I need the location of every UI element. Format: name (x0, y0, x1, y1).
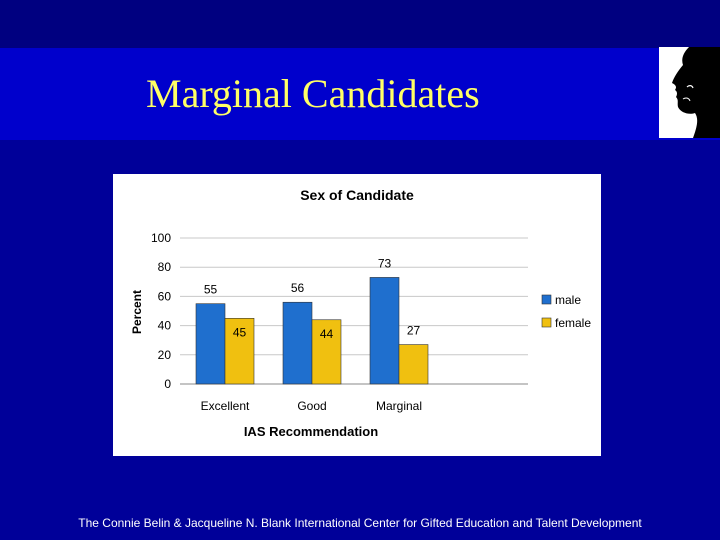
y-tick-label: 80 (158, 260, 172, 274)
bars (195, 277, 429, 385)
y-tick-label: 0 (164, 377, 171, 391)
bar-female-excellent (224, 318, 255, 385)
x-tick-label: Good (297, 399, 326, 413)
slide-title: Marginal Candidates (146, 71, 480, 116)
y-tick-label: 40 (158, 319, 172, 333)
legend: male female (541, 293, 591, 330)
y-tick-label: 100 (151, 231, 171, 245)
data-label-female-marginal: 27 (407, 324, 421, 338)
data-label-male-excellent: 55 (204, 283, 218, 297)
bar-male-marginal (369, 277, 400, 385)
bar-female-marginal (398, 344, 429, 385)
legend-label-female: female (555, 316, 591, 330)
x-axis-label: IAS Recommendation (244, 424, 378, 439)
top-band (0, 0, 720, 48)
title-band (0, 48, 720, 140)
bar-chart: Sex of Candidate Percent IAS Recommendat… (130, 187, 591, 439)
bar-male-good (282, 301, 313, 385)
x-tick-labels: Excellent Good Marginal (201, 399, 422, 413)
legend-label-male: male (555, 293, 581, 307)
data-label-male-marginal: 73 (378, 256, 392, 270)
chart-panel: Sex of Candidate Percent IAS Recommendat… (113, 174, 601, 456)
x-tick-label: Excellent (201, 399, 250, 413)
data-labels: 55 45 56 44 73 27 (204, 256, 421, 340)
face-profile-logo-icon (659, 47, 720, 138)
x-tick-label: Marginal (376, 399, 422, 413)
legend-swatch-female (541, 317, 552, 328)
y-tick-label: 60 (158, 289, 172, 303)
face-profile-silhouette-icon (659, 47, 720, 138)
data-label-female-good: 44 (320, 327, 334, 341)
chart-title: Sex of Candidate (300, 187, 414, 203)
data-label-female-excellent: 45 (233, 325, 247, 339)
data-label-male-good: 56 (291, 281, 305, 295)
legend-swatch-male (541, 294, 552, 305)
y-axis-label: Percent (130, 290, 144, 334)
y-tick-label: 20 (158, 348, 172, 362)
bar-female-good (311, 319, 342, 385)
y-tick-labels: 0 20 40 60 80 100 (151, 231, 171, 391)
bar-male-excellent (195, 303, 226, 385)
footer-credit: The Connie Belin & Jacqueline N. Blank I… (78, 516, 642, 530)
